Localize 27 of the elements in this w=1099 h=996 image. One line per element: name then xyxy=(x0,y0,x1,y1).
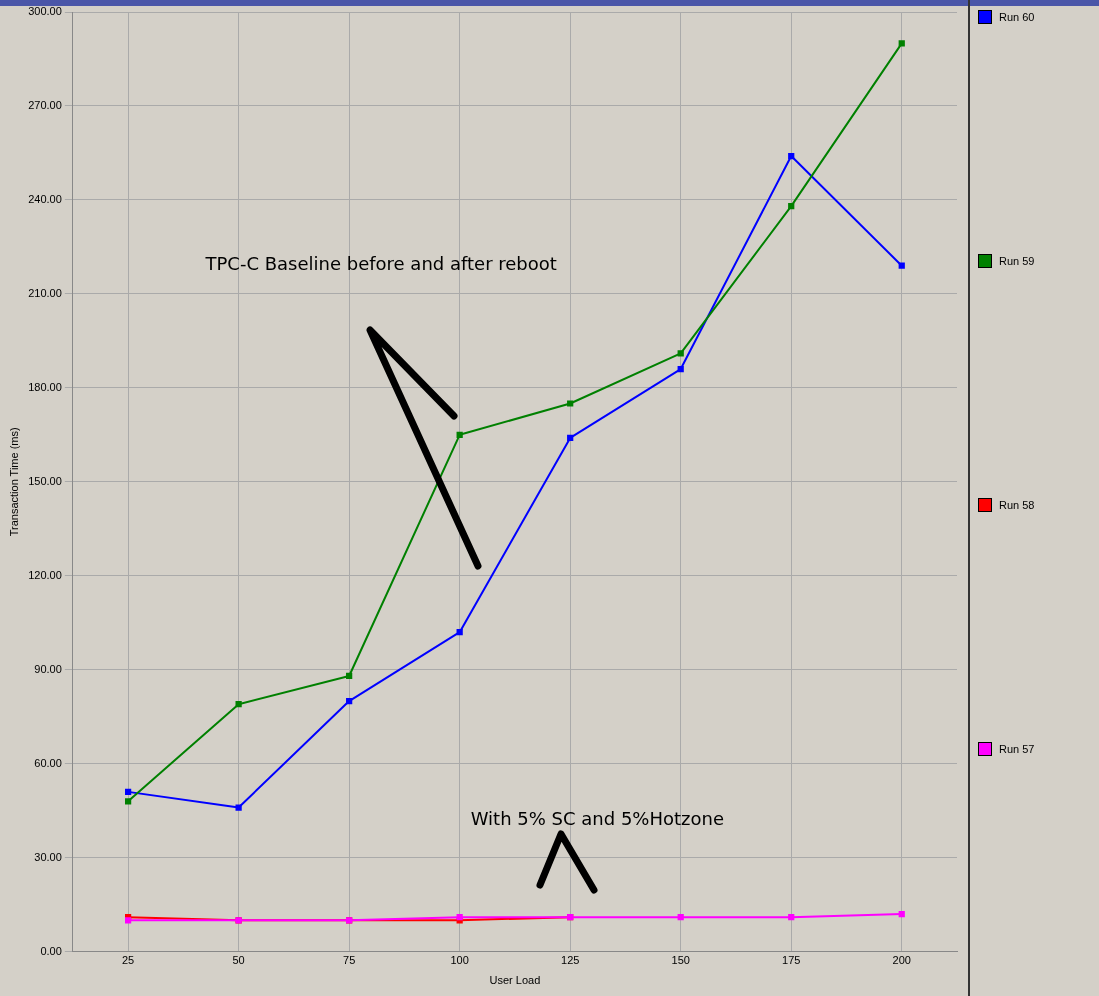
x-tick-label: 175 xyxy=(782,954,801,967)
legend-label: Run 60 xyxy=(999,11,1035,23)
x-tick-label: 100 xyxy=(450,954,469,967)
y-tick-label: 240.00 xyxy=(28,192,62,205)
x-tick-label: 200 xyxy=(892,954,911,967)
y-tick-label: 300.00 xyxy=(28,5,62,18)
y-tick-label: 210.00 xyxy=(28,286,62,299)
y-tick-label: 30.00 xyxy=(34,850,62,863)
annotation: With 5% SC and 5%Hotzone xyxy=(470,807,724,829)
y-axis-title: Transaction Time (ms) xyxy=(7,427,20,537)
x-axis-title: User Load xyxy=(489,974,541,987)
legend-label: Run 58 xyxy=(999,499,1035,511)
x-tick-label: 125 xyxy=(561,954,580,967)
annotation: TPC-C Baseline before and after reboot xyxy=(204,253,557,275)
x-tick-label: 150 xyxy=(671,954,690,967)
y-tick-label: 270.00 xyxy=(28,98,62,111)
legend-label: Run 57 xyxy=(999,743,1035,755)
y-tick-label: 180.00 xyxy=(28,380,62,393)
y-tick-label: 60.00 xyxy=(34,756,62,769)
y-tick-label: 150.00 xyxy=(28,474,62,487)
x-tick-label: 75 xyxy=(343,954,356,967)
y-tick-label: 0.00 xyxy=(40,944,62,957)
legend-label: Run 59 xyxy=(999,255,1035,267)
y-tick-label: 120.00 xyxy=(28,568,62,581)
x-tick-label: 25 xyxy=(121,954,135,967)
x-tick-label: 50 xyxy=(232,954,245,967)
y-tick-label: 90.00 xyxy=(34,662,62,675)
